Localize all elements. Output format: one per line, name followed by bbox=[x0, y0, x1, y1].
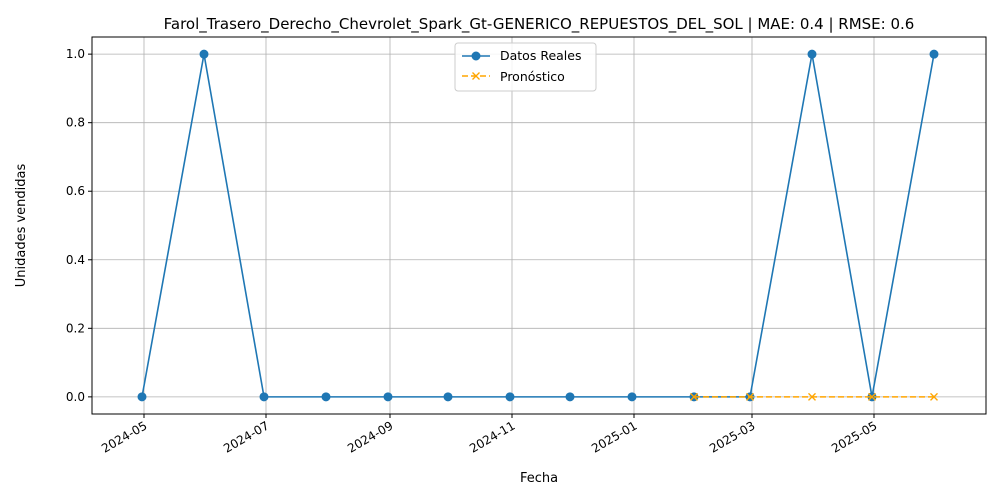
y-tick-label: 0.6 bbox=[66, 184, 85, 198]
data-point-pronostico bbox=[746, 392, 754, 401]
data-point-datos-reales bbox=[807, 49, 817, 59]
x-axis-label: Fecha bbox=[520, 471, 558, 486]
data-point-pronostico bbox=[930, 392, 938, 401]
y-tick-label: 0.8 bbox=[66, 116, 85, 130]
data-point-datos-reales bbox=[443, 392, 453, 402]
series-line-datos-reales bbox=[141, 53, 935, 398]
plot-frame bbox=[91, 36, 987, 415]
data-point-datos-reales bbox=[383, 392, 393, 402]
chart-title: Farol_Trasero_Derecho_Chevrolet_Spark_Gt… bbox=[164, 15, 915, 34]
y-tick-label: 0.0 bbox=[66, 390, 85, 404]
legend-swatch-datos-reales bbox=[462, 51, 490, 61]
y-tick-label: 0.2 bbox=[66, 321, 85, 335]
data-point-pronostico bbox=[868, 392, 876, 401]
legend-marker-datos-reales bbox=[471, 51, 481, 61]
legend-box bbox=[454, 42, 597, 92]
data-point-datos-reales bbox=[259, 392, 269, 402]
data-point-datos-reales bbox=[321, 392, 331, 402]
data-point-datos-reales bbox=[929, 49, 939, 59]
data-point-pronostico bbox=[808, 392, 816, 401]
data-point-datos-reales bbox=[565, 392, 575, 402]
data-point-datos-reales bbox=[627, 392, 637, 402]
data-point-datos-reales bbox=[505, 392, 515, 402]
legend-marker-pronostico bbox=[472, 72, 480, 80]
series-layer bbox=[137, 49, 939, 402]
y-tick-label: 1.0 bbox=[66, 47, 85, 61]
y-axis-label: Unidades vendidas bbox=[14, 164, 29, 288]
legend-label-pronostico: Pronóstico bbox=[500, 69, 565, 84]
grid bbox=[92, 37, 986, 414]
legend-swatch-pronostico bbox=[462, 72, 490, 80]
legend-label-datos-reales: Datos Reales bbox=[500, 48, 581, 63]
legend: Datos Reales Pronóstico bbox=[454, 42, 597, 92]
data-point-pronostico bbox=[690, 392, 698, 401]
data-point-datos-reales bbox=[137, 392, 147, 402]
y-tick-label: 0.4 bbox=[66, 253, 85, 267]
data-point-datos-reales bbox=[199, 49, 209, 59]
